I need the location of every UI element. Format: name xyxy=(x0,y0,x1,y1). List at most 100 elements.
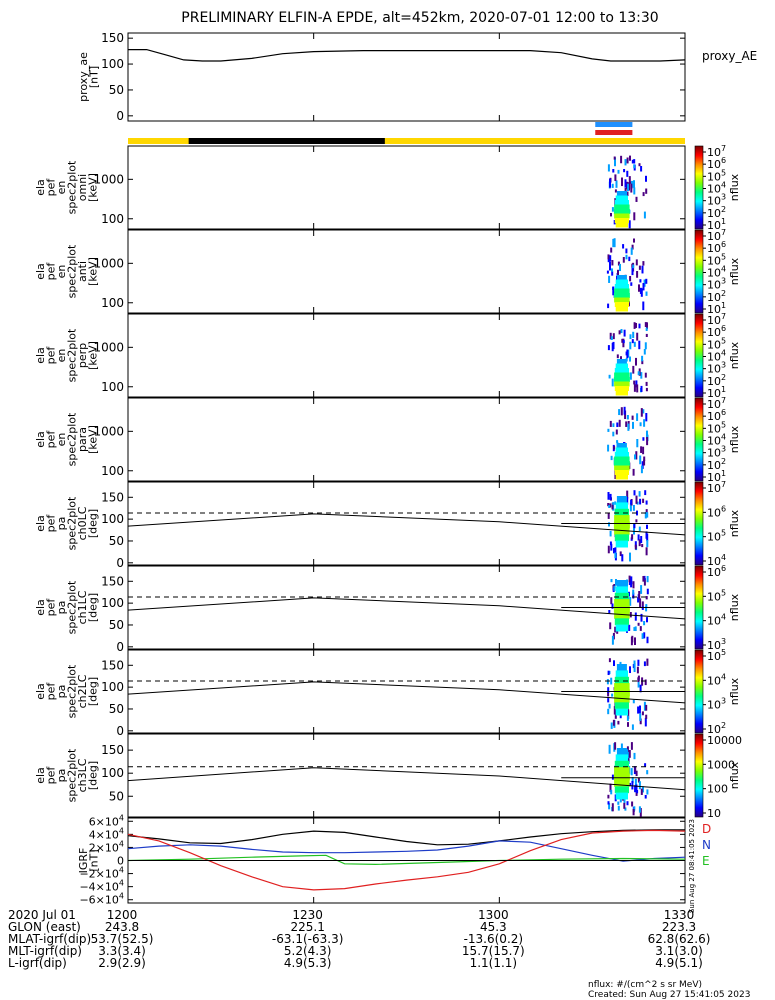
colorbar-label: nflux xyxy=(728,425,741,453)
flux-core xyxy=(614,534,629,542)
flux-pixel xyxy=(639,279,642,283)
y-tick-label: 50 xyxy=(109,83,124,97)
flux-pixel xyxy=(608,505,611,509)
flux-core xyxy=(615,363,628,369)
flux-pixel xyxy=(623,169,626,173)
y-axis-label-line: en xyxy=(55,349,68,363)
flux-pixel xyxy=(645,547,648,556)
flux-pixel xyxy=(638,591,641,599)
flux-pixel xyxy=(623,797,626,804)
annotation-value: 223.3 xyxy=(662,920,696,934)
flux-pixel xyxy=(612,286,615,296)
colorbar-tick-label: 102 xyxy=(707,373,726,388)
flux-pixel xyxy=(646,524,648,529)
colorbar-tick-label: 107 xyxy=(707,480,726,495)
panels: 150100500proxy_ae[nT]proxy_AE1000100elap… xyxy=(34,31,758,913)
flux-pixel xyxy=(642,283,645,291)
flux-pixel xyxy=(609,622,612,630)
y-tick-label: 150 xyxy=(101,574,124,588)
flux-pixel xyxy=(630,637,633,646)
colorbar-tick-label: 106 xyxy=(707,240,726,255)
colorbar: 105 104 103 102 nflux xyxy=(694,648,741,736)
flux-pixel xyxy=(639,718,642,725)
colorbar-tick-label: 104 xyxy=(707,613,726,628)
fgs-bar xyxy=(128,138,685,144)
flux-pixel xyxy=(607,794,610,799)
flux-pixel xyxy=(636,413,639,421)
y-axis-label-line: [nT] xyxy=(87,66,100,88)
loss-cone-line xyxy=(127,767,686,791)
flux-pixel xyxy=(629,502,632,512)
flux-pixel xyxy=(639,626,642,631)
flux-pixel xyxy=(612,431,615,437)
flux-core xyxy=(613,461,630,466)
series-N xyxy=(127,840,686,862)
flux-core xyxy=(614,786,629,794)
flux-pixel xyxy=(643,621,646,626)
flux-pixel xyxy=(633,384,636,392)
flux-pixel xyxy=(642,192,645,197)
y-tick-label: 100 xyxy=(101,766,124,780)
flux-pixel xyxy=(641,601,644,609)
flux-core xyxy=(614,592,629,600)
flux-pixel xyxy=(635,196,638,202)
colorbar-tick-label: 106 xyxy=(707,564,726,579)
colorbar-tick-label: 103 xyxy=(707,193,726,208)
flux-pixel xyxy=(626,157,629,164)
flux-pixel xyxy=(620,743,623,750)
colorbar-tick-label: 104 xyxy=(707,553,726,568)
y-tick-label: 150 xyxy=(101,658,124,672)
y-tick-label: 150 xyxy=(101,490,124,504)
colorbar-tick-label: 105 xyxy=(707,588,726,603)
flux-pixel xyxy=(639,713,642,721)
flux-pixel xyxy=(626,497,629,505)
flux-pixel xyxy=(640,385,643,392)
flux-pixel xyxy=(606,679,609,685)
y-axis-label-line: pef xyxy=(44,346,57,365)
flux-pixel xyxy=(626,490,629,499)
flux-pixel xyxy=(623,329,626,337)
flux-core xyxy=(614,284,629,289)
annotation-value: 1300 xyxy=(478,908,509,922)
flux-pixel xyxy=(620,155,623,164)
flux-pixel xyxy=(637,597,640,603)
y-tick-label: 100 xyxy=(101,57,124,71)
flux-pixel xyxy=(614,189,617,193)
flux-pixel xyxy=(640,613,643,622)
flux-pixel xyxy=(609,261,611,271)
flux-pixel xyxy=(630,582,633,588)
annotation-value: 3.3(3.4) xyxy=(98,944,146,958)
colorbar-tick-label: 101 xyxy=(707,301,726,316)
y-axis-label-line: IGRF xyxy=(77,848,90,874)
flux-pixel xyxy=(617,720,620,725)
annotation-value: -63.1(-63.3) xyxy=(272,932,343,946)
y-axis-label-line: spec2plot xyxy=(65,412,78,466)
flux-pixel xyxy=(611,207,614,212)
flux-pixel xyxy=(611,635,614,645)
panel-frame xyxy=(127,733,686,818)
colorbar-tick-label: 104 xyxy=(707,672,726,687)
flux-pixel xyxy=(645,500,648,505)
flux-pixel xyxy=(632,421,634,429)
y-axis-label-line: en xyxy=(55,433,68,447)
flux-core xyxy=(614,599,630,606)
flux-pixel xyxy=(622,244,625,249)
flux-pixel xyxy=(625,254,628,260)
y-axis-label-line: ela xyxy=(34,767,47,784)
y-tick-label: −2×104 xyxy=(79,866,124,881)
flux-pixel xyxy=(611,378,614,387)
y-axis-label-line: [deg] xyxy=(86,761,99,790)
y-tick-label: 1000 xyxy=(93,424,124,438)
flux-pixel xyxy=(638,340,641,350)
flux-pixel xyxy=(645,604,648,609)
annotation-value: 1330 xyxy=(664,908,695,922)
flux-core xyxy=(615,792,628,800)
annotation-value: 1230 xyxy=(292,908,323,922)
flux-pixel xyxy=(624,179,627,188)
flux-core xyxy=(616,443,627,448)
y-axis-label-line: ela xyxy=(34,179,47,196)
